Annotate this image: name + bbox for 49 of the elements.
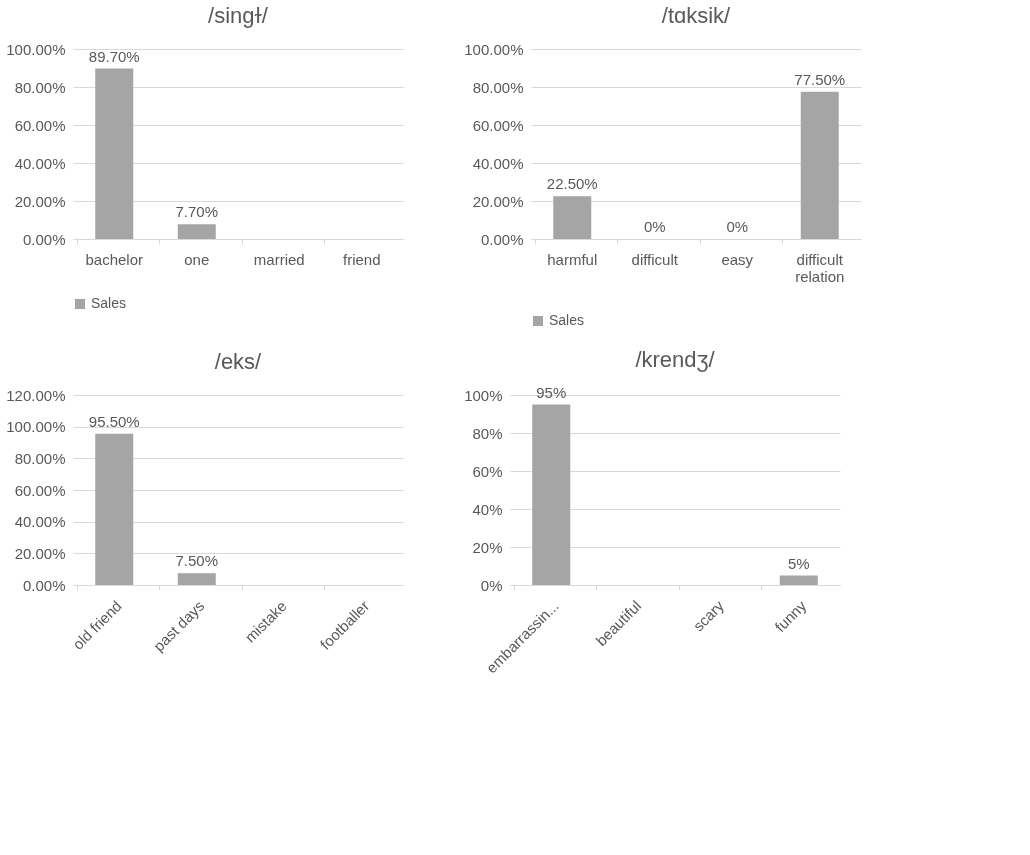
y-tick-label: 20.00% [14, 544, 66, 562]
chart-title: /eks/ [214, 349, 263, 374]
y-tick-label: 40.00% [14, 513, 66, 531]
data-label: 0% [643, 218, 666, 235]
x-tick-label: difficult relation [795, 250, 845, 285]
y-tick-label: 60.00% [14, 116, 66, 134]
data-label: 95.50% [88, 412, 140, 430]
y-tick-label: 20.00% [14, 192, 66, 210]
x-tick-label: friend [342, 250, 381, 268]
legend-label: Sales [91, 295, 127, 311]
y-tick-label: 0% [480, 576, 503, 594]
chart-title: /tɑksik/ [661, 3, 732, 28]
chart-title: /singɫ/ [208, 3, 269, 28]
y-tick-label: 100.00% [6, 418, 66, 436]
data-label: 7.50% [175, 552, 219, 570]
y-tick-label: 0.00% [22, 230, 66, 248]
y-tick-label: 60.00% [472, 116, 524, 134]
x-tick-label: difficult [631, 250, 679, 268]
data-label: 89.70% [88, 47, 140, 65]
y-tick-label: 80.00% [472, 78, 524, 96]
y-tick-label: 40.00% [14, 154, 66, 172]
y-tick-label: 40% [472, 500, 503, 518]
x-tick-label: one [184, 250, 210, 268]
data-label: 22.50% [546, 175, 598, 193]
y-tick-label: 80.00% [14, 78, 66, 96]
y-tick-label: 120.00% [6, 386, 66, 404]
x-tick-label: bachelor [85, 250, 144, 268]
y-tick-label: 80% [472, 424, 503, 442]
data-label: 5% [787, 554, 810, 572]
data-label: 0% [726, 218, 749, 235]
y-tick-label: 60% [472, 462, 503, 480]
y-tick-label: 0.00% [480, 230, 524, 248]
x-tick-label: harmful [547, 250, 598, 268]
y-tick-label: 20% [472, 538, 503, 556]
y-tick-label: 100.00% [6, 40, 66, 58]
y-tick-label: 20.00% [472, 192, 524, 210]
data-label: 95% [536, 383, 567, 401]
y-tick-label: 40.00% [472, 154, 524, 172]
y-tick-label: 100.00% [464, 40, 524, 58]
x-tick-label: easy [721, 250, 754, 268]
y-tick-label: 60.00% [14, 481, 66, 499]
data-label: 7.70% [175, 203, 219, 221]
chart-title: /krendʒ/ [635, 346, 716, 372]
y-tick-label: 100% [464, 386, 503, 404]
y-tick-label: 80.00% [14, 449, 66, 467]
y-tick-label: 0.00% [22, 576, 66, 594]
x-tick-label: married [253, 250, 305, 268]
data-label: 77.50% [794, 70, 846, 88]
legend-label: Sales [549, 312, 585, 328]
